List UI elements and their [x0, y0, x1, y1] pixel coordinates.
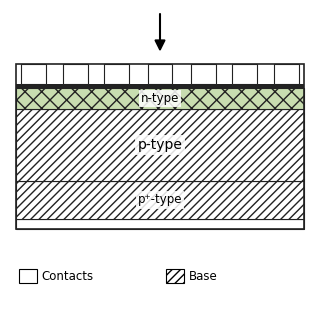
Bar: [104, 64, 129, 84]
Bar: [16, 181, 304, 219]
Bar: [63, 64, 88, 84]
Text: p-type: p-type: [138, 138, 182, 152]
Bar: [148, 64, 172, 84]
Bar: [191, 64, 216, 84]
Bar: [166, 269, 184, 283]
Text: Contacts: Contacts: [42, 269, 94, 283]
Text: Base: Base: [189, 269, 218, 283]
Bar: [16, 88, 304, 109]
Bar: [16, 109, 304, 181]
Bar: [19, 269, 37, 283]
Bar: [274, 64, 299, 84]
Bar: [16, 219, 304, 229]
Bar: [232, 64, 257, 84]
Text: n-type: n-type: [141, 92, 179, 105]
Bar: [16, 84, 304, 88]
Bar: [21, 64, 46, 84]
Bar: [16, 64, 304, 229]
Text: p⁺-type: p⁺-type: [138, 194, 182, 206]
